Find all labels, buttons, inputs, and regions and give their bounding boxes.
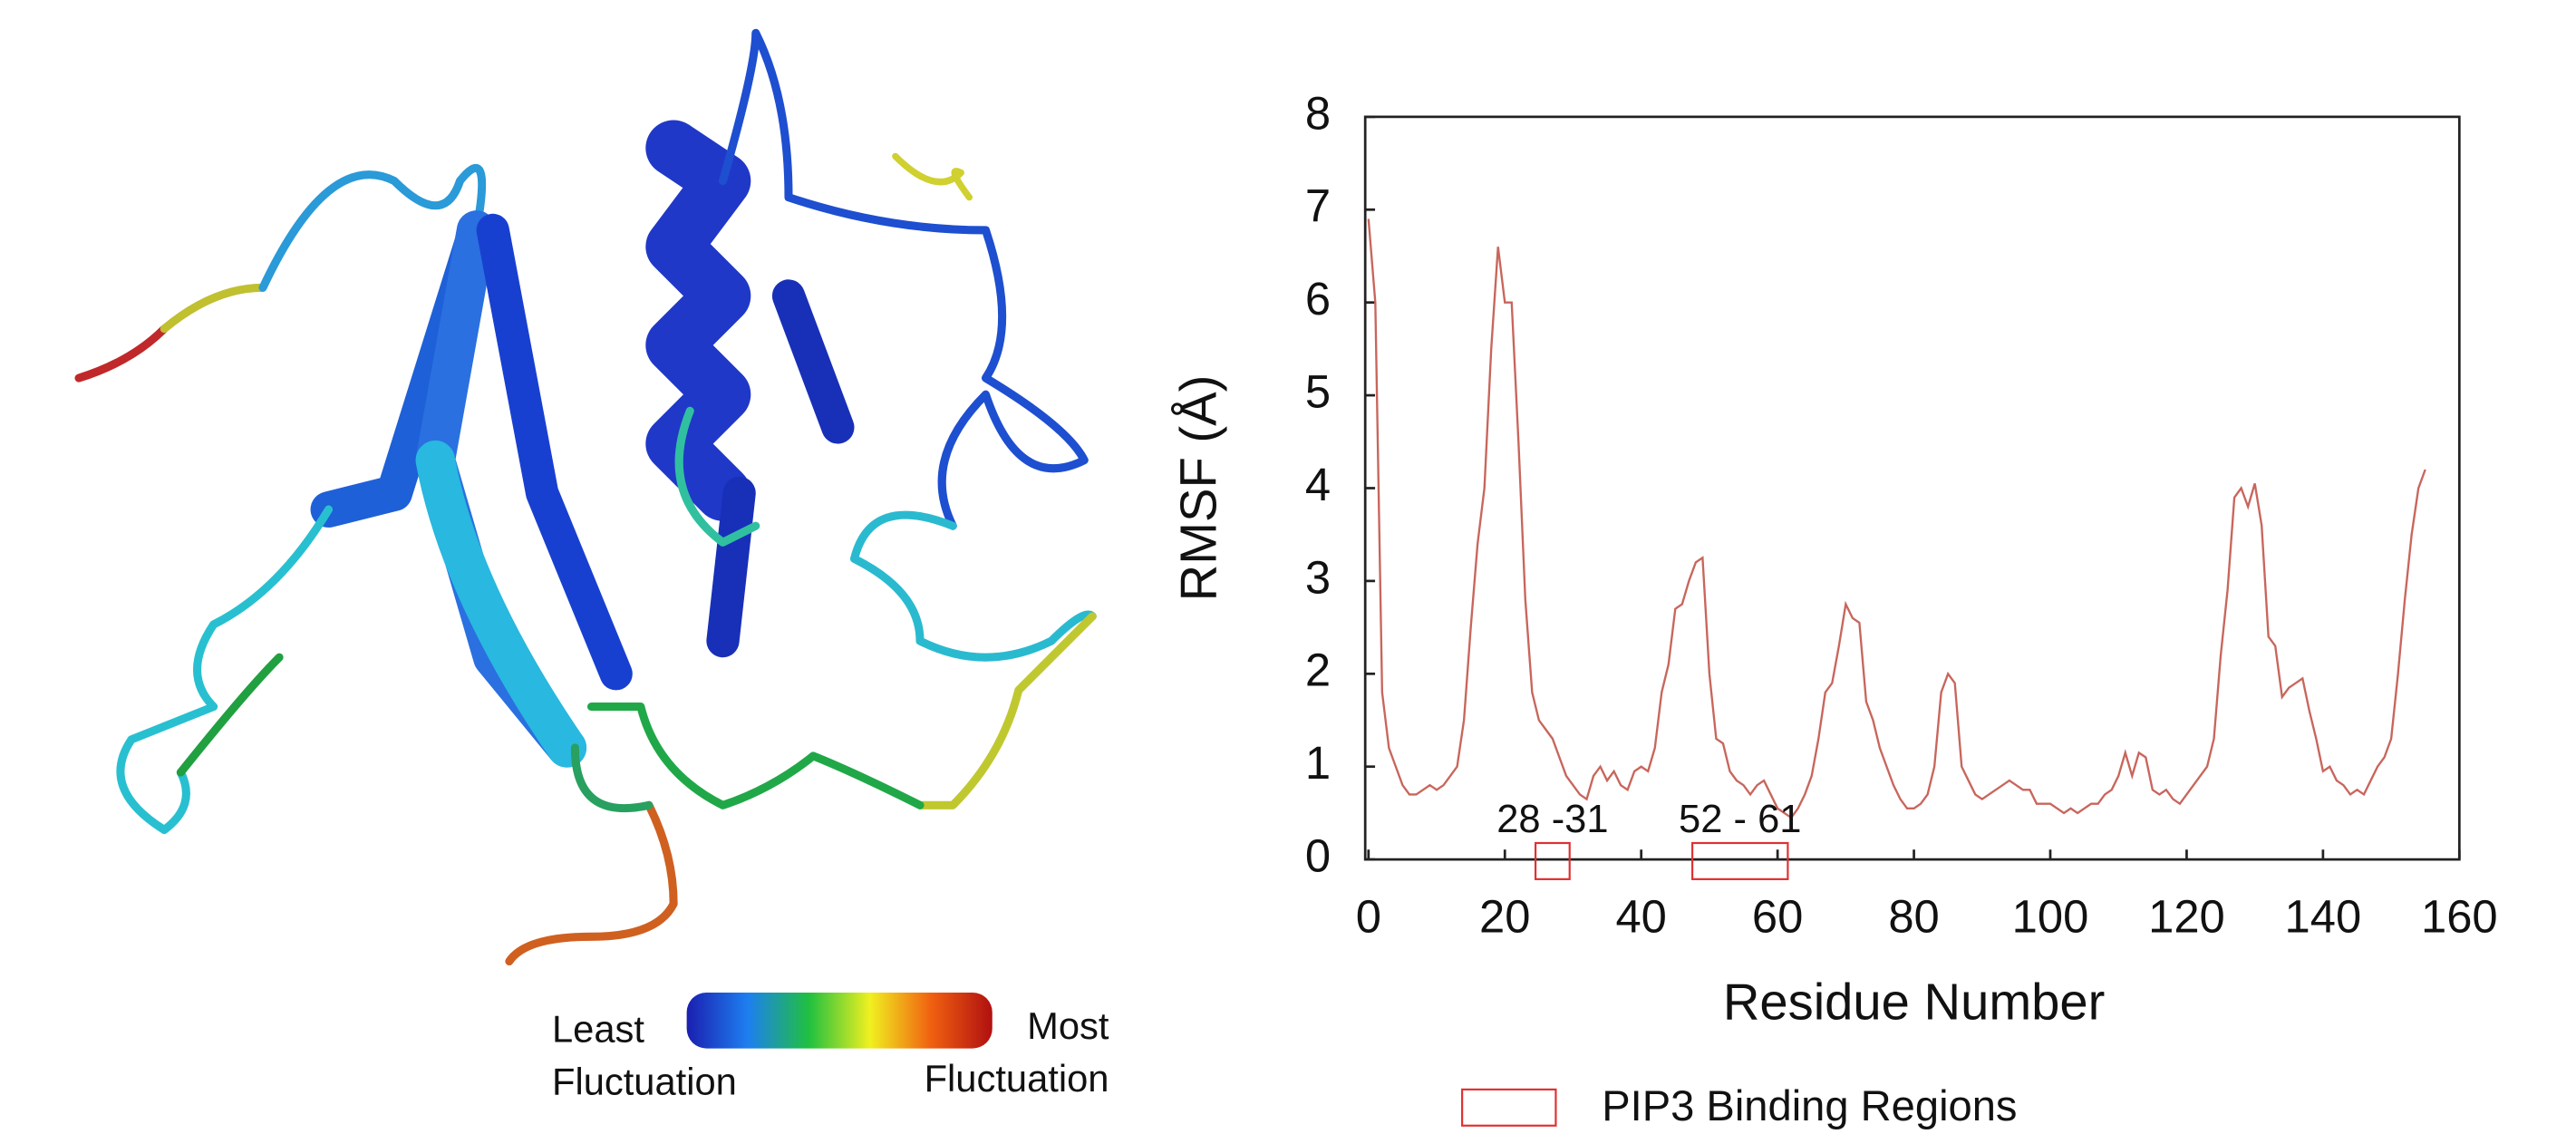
y-tick-label: 4 [1305, 459, 1331, 510]
x-tick-label: 40 [1615, 891, 1666, 943]
binding-region [1691, 841, 1789, 880]
x-tick-label: 60 [1752, 891, 1803, 943]
x-axis-title: Residue Number [1723, 973, 2105, 1030]
colorbar [686, 992, 993, 1049]
y-tick-label: 8 [1305, 87, 1331, 139]
y-tick-label: 5 [1305, 366, 1331, 418]
plot-frame [1363, 115, 2461, 861]
region-label: 52 - 61 [1679, 798, 1801, 841]
x-tick-label: 80 [1888, 891, 1939, 943]
y-tick-label: 6 [1305, 273, 1331, 325]
legend-swatch [1461, 1088, 1557, 1127]
x-tick-label: 100 [2012, 891, 2089, 943]
y-tick-label: 3 [1305, 551, 1331, 603]
y-tick-label: 7 [1305, 180, 1331, 232]
y-axis-title: RMSF (Å) [1170, 375, 1227, 602]
x-tick-label: 0 [1356, 891, 1381, 943]
x-tick-label: 140 [2285, 891, 2362, 943]
binding-region [1535, 841, 1571, 880]
x-tick-label: 120 [2148, 891, 2225, 943]
colorbar-low-label: Least Fluctuation [552, 1007, 737, 1102]
rmsf-line [1367, 218, 2426, 819]
protein-structure [74, 28, 1097, 966]
legend-label: PIP3 Binding Regions [1602, 1081, 2017, 1129]
y-tick-label: 2 [1305, 645, 1331, 696]
y-tick-label: 1 [1305, 737, 1331, 789]
x-tick-label: 20 [1479, 891, 1530, 943]
colorbar-high-label: Most Fluctuation [925, 1004, 1109, 1100]
y-tick-label: 0 [1305, 830, 1331, 882]
x-tick-label: 160 [2421, 891, 2498, 943]
region-label: 28 -31 [1496, 798, 1608, 841]
